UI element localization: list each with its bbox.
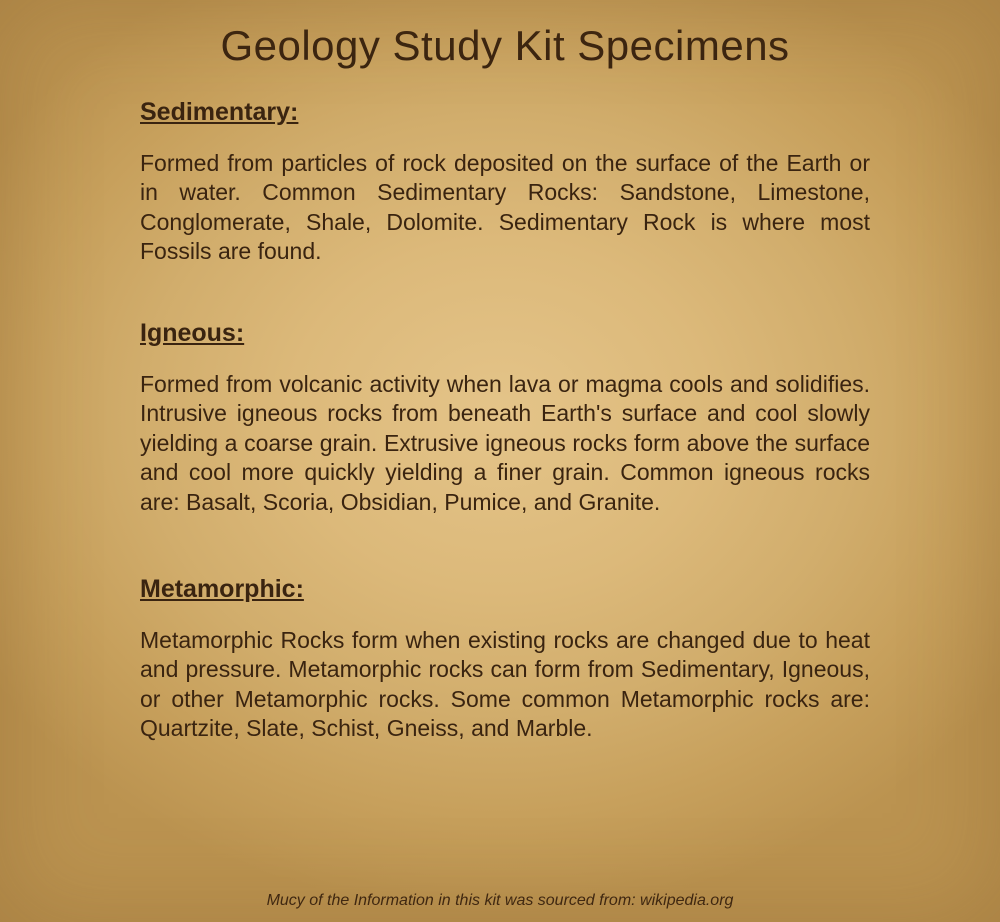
heading-metamorphic: Metamorphic: <box>140 575 870 604</box>
footnote: Mucy of the Information in this kit was … <box>0 892 1000 910</box>
page-title: Geology Study Kit Specimens <box>70 22 940 70</box>
body-igneous: Formed from volcanic activity when lava … <box>140 370 870 517</box>
heading-igneous: Igneous: <box>140 319 870 348</box>
section-sedimentary: Sedimentary: Formed from particles of ro… <box>140 98 870 267</box>
body-metamorphic: Metamorphic Rocks form when existing roc… <box>140 626 870 744</box>
section-metamorphic: Metamorphic: Metamorphic Rocks form when… <box>140 575 870 744</box>
heading-sedimentary: Sedimentary: <box>140 98 870 127</box>
document-page: Geology Study Kit Specimens Sedimentary:… <box>0 0 1000 922</box>
body-sedimentary: Formed from particles of rock deposited … <box>140 149 870 267</box>
section-igneous: Igneous: Formed from volcanic activity w… <box>140 319 870 517</box>
